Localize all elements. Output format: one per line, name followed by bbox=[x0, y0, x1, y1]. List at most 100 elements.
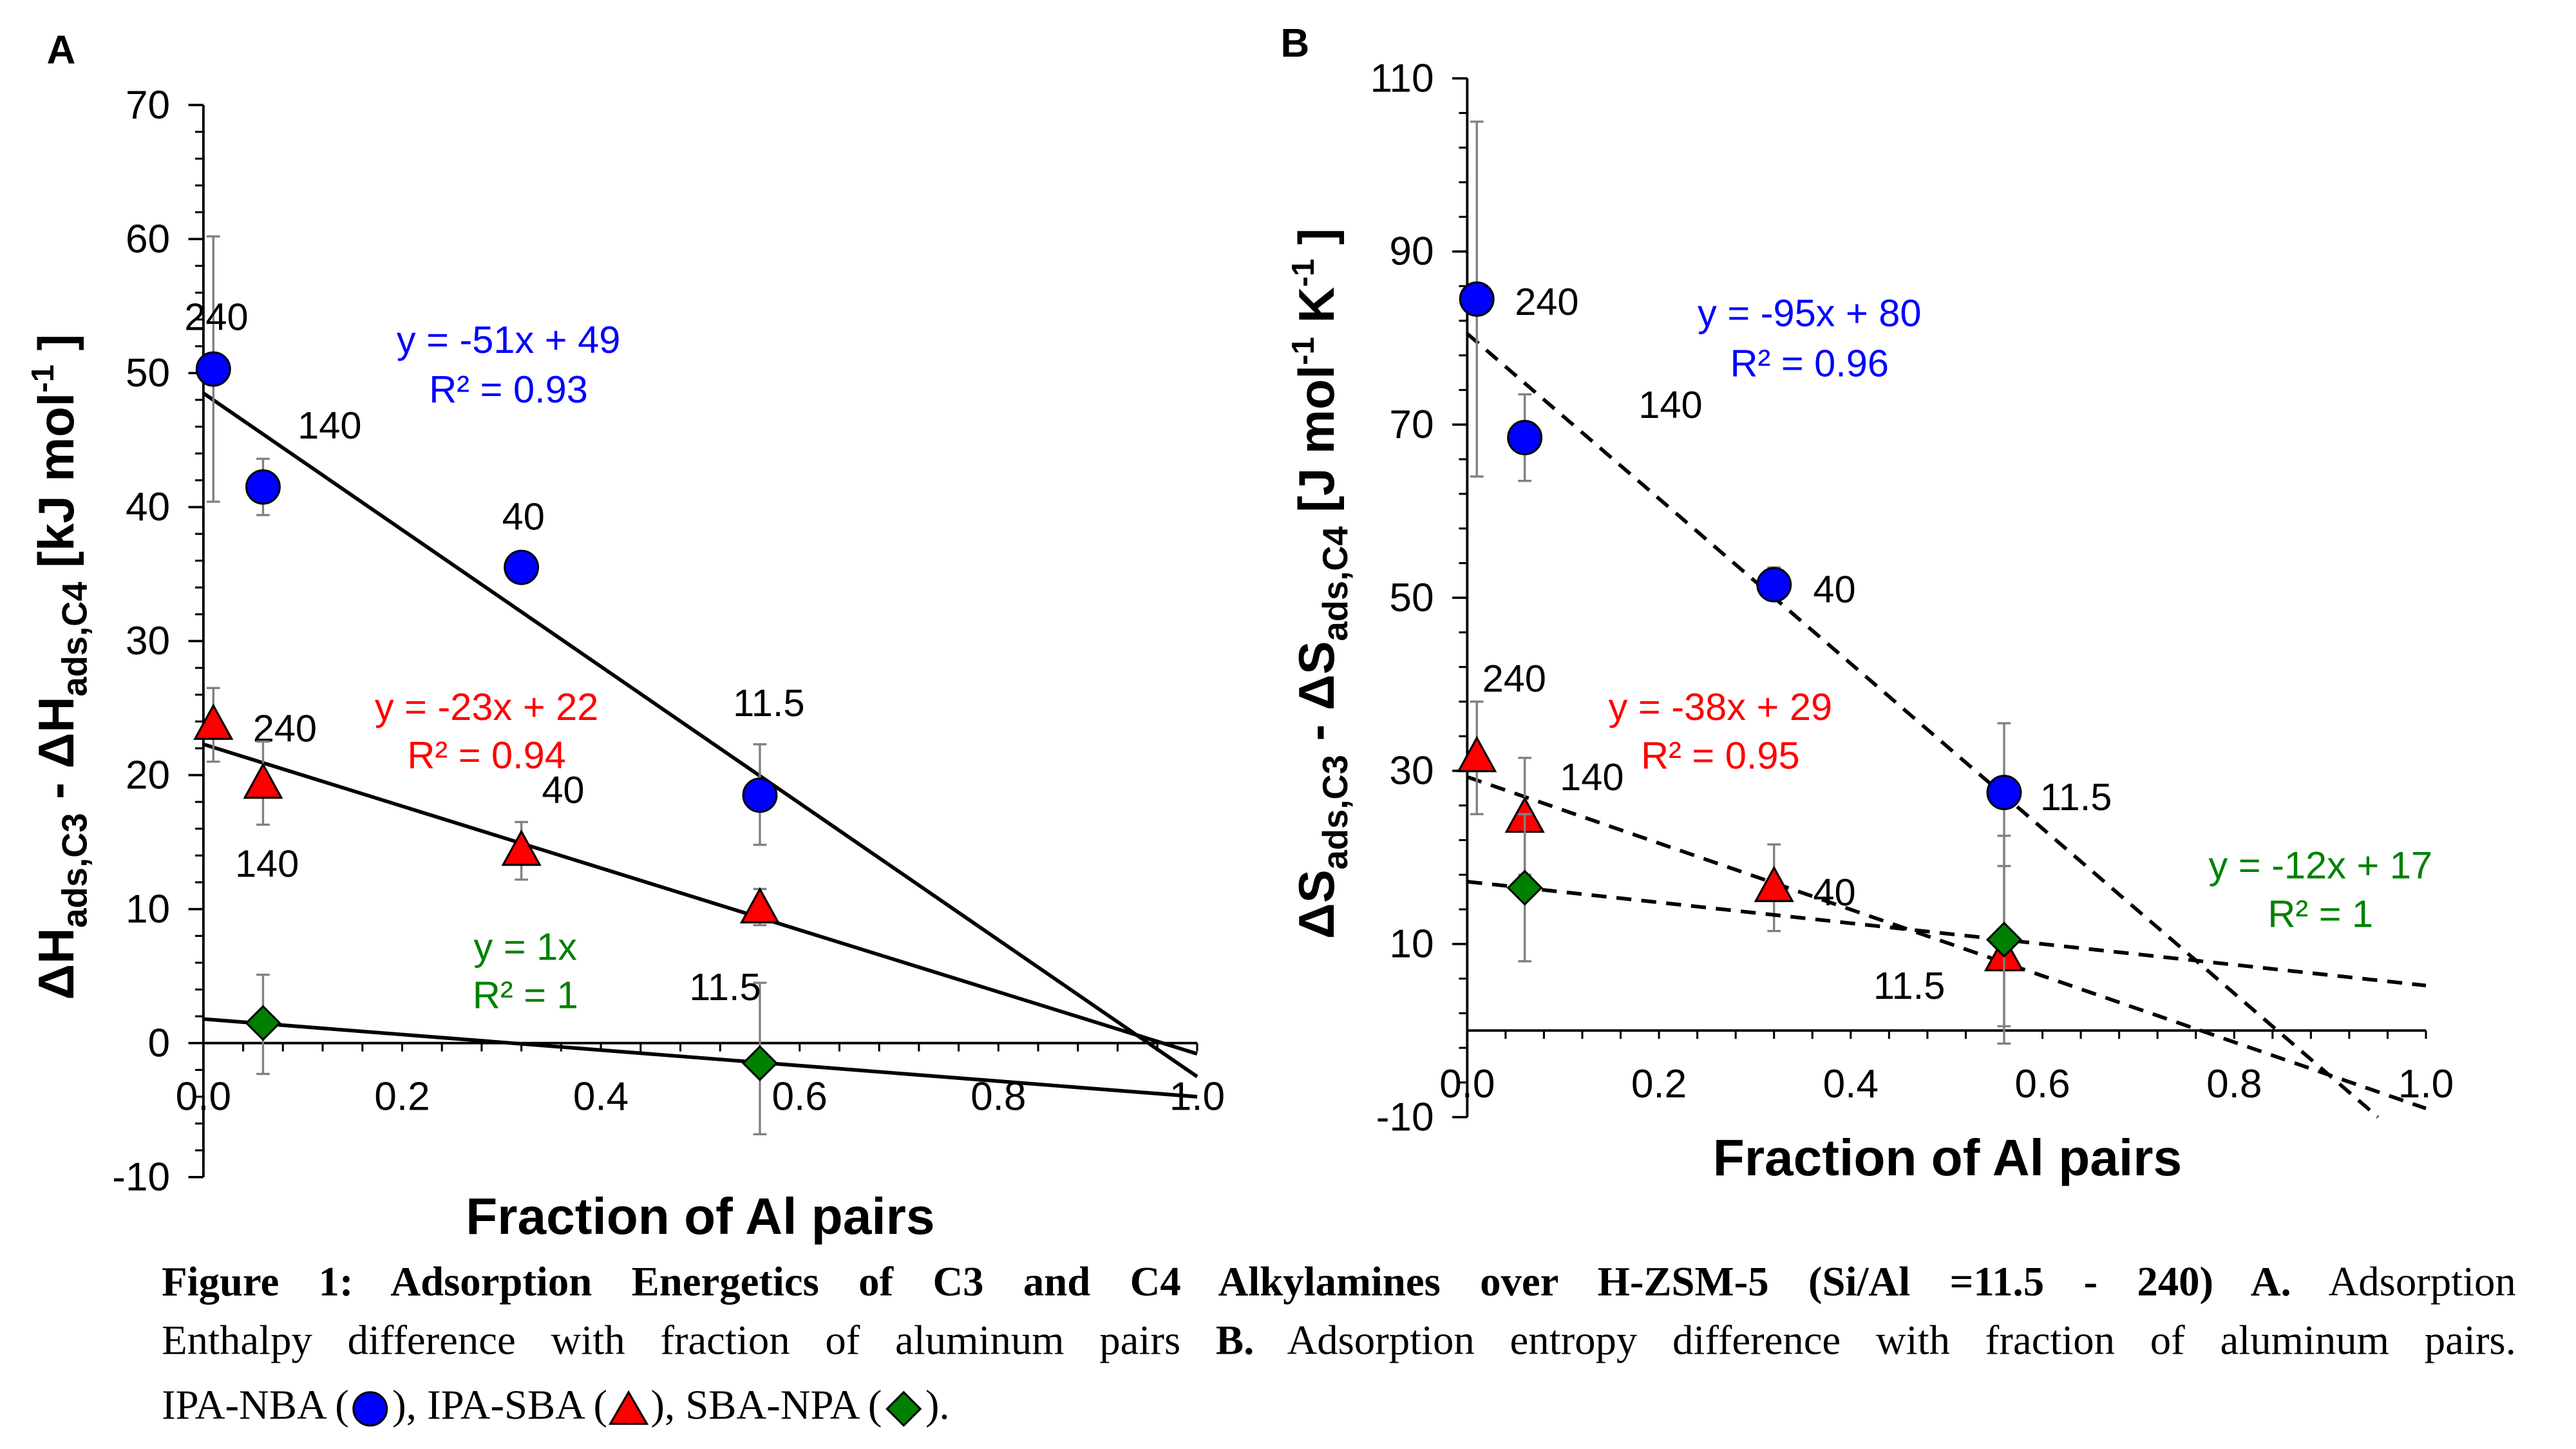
caption-text: IPA-NBA ( bbox=[162, 1383, 349, 1429]
trendline bbox=[203, 742, 1198, 1056]
point-label: 40 bbox=[502, 495, 545, 538]
y-axis-title-part: ] bbox=[29, 334, 84, 365]
trendline-r-squared: R² = 1 bbox=[473, 974, 578, 1017]
trendline-r-squared: R² = 1 bbox=[2268, 892, 2373, 935]
trendline-r-squared: R² = 0.95 bbox=[1641, 734, 1800, 777]
red-triangle-legend-icon bbox=[609, 1390, 649, 1426]
point-label: 140 bbox=[235, 842, 299, 886]
trendline bbox=[1466, 332, 2380, 1119]
y-axis-title-part: -1 bbox=[25, 365, 61, 393]
trendline-r-squared: R² = 0.93 bbox=[429, 368, 588, 411]
data-point-circle bbox=[1459, 281, 1495, 317]
caption-title: Figure 1: Adsorption Energetics of C3 an… bbox=[162, 1260, 2291, 1306]
data-point-circle bbox=[195, 351, 231, 387]
data-point-triangle bbox=[501, 829, 542, 866]
panel-label: B bbox=[1280, 21, 1309, 66]
x-axis-title: Fraction of Al pairs bbox=[1713, 1129, 2182, 1187]
data-point-triangle bbox=[1754, 866, 1794, 902]
point-label: 240 bbox=[1515, 280, 1578, 323]
y-axis-title-part: ads,C4 bbox=[1316, 526, 1355, 641]
caption-line-3: IPA-NBA (), IPA-SBA (), SBA-NPA (). bbox=[162, 1384, 2516, 1430]
data-point-diamond bbox=[1506, 869, 1543, 906]
data-point-triangle bbox=[1457, 735, 1497, 773]
panel-label: A bbox=[46, 28, 75, 72]
y-axis-title-part: ads,C3 bbox=[55, 813, 95, 927]
y-axis-title-part: [J mol bbox=[1289, 365, 1345, 526]
x-tick-label: 0.2 bbox=[374, 1074, 430, 1119]
trendline bbox=[1467, 880, 2427, 988]
point-label: 240 bbox=[1482, 657, 1546, 700]
trendline-equation: y = 1x bbox=[474, 925, 578, 969]
x-tick-label: 0.6 bbox=[2014, 1062, 2070, 1106]
caption-text: Adsorption bbox=[2291, 1260, 2516, 1306]
trendline-equation: y = -38x + 29 bbox=[1609, 685, 1832, 728]
caption-text: ), IPA-SBA ( bbox=[392, 1383, 608, 1429]
y-tick-label: 50 bbox=[1389, 576, 1434, 620]
data-point-circle bbox=[1756, 567, 1792, 603]
point-label: 40 bbox=[1813, 567, 1855, 611]
y-tick-label: 90 bbox=[1389, 229, 1434, 274]
point-label: 140 bbox=[1560, 755, 1624, 799]
y-axis-title-part: ads,C4 bbox=[55, 582, 95, 696]
data-point-diamond bbox=[1985, 921, 2023, 958]
point-label: 40 bbox=[1813, 871, 1855, 914]
y-axis-title-part: - ΔH bbox=[29, 697, 84, 813]
data-point-circle bbox=[245, 469, 281, 505]
figure-charts: A -10 0 10 20 30 40 50 60 70 0.0 0.2 0.4 0.6 0.8 1.0 Fra… bbox=[25, 21, 2454, 1245]
x-tick-label: 0.4 bbox=[573, 1074, 629, 1119]
x-tick-label: 0.8 bbox=[2206, 1062, 2262, 1106]
data-point-circle bbox=[742, 777, 778, 813]
y-axis-title-part: ] bbox=[1289, 228, 1345, 258]
point-label: 40 bbox=[542, 768, 584, 811]
y-tick-label: 10 bbox=[126, 887, 170, 931]
y-tick-label: 60 bbox=[126, 217, 170, 261]
y-tick-label: -10 bbox=[1376, 1095, 1434, 1139]
y-tick-label: 30 bbox=[126, 619, 170, 663]
trendline bbox=[203, 1017, 1198, 1099]
series-sba-npa: 11.5 y = 1x R² = 1 bbox=[203, 925, 1198, 1135]
y-tick-label: 40 bbox=[126, 485, 170, 529]
trendline bbox=[202, 392, 1198, 1079]
green-diamond-legend-icon bbox=[886, 1391, 922, 1428]
point-label: 11.5 bbox=[689, 965, 761, 1009]
y-tick-label: 50 bbox=[126, 351, 170, 395]
point-label: 140 bbox=[1638, 383, 1702, 426]
chart-panel-b: B -10 10 30 50 70 90 110 0.0 0.2 0.4 0.6 0.8 1.0 Fract… bbox=[1280, 21, 2454, 1187]
y-axis-title-part: -1 bbox=[1285, 337, 1321, 365]
y-tick-label: 10 bbox=[1389, 922, 1434, 967]
trendline bbox=[1466, 775, 2427, 1110]
y-tick-label: 70 bbox=[1389, 402, 1434, 447]
blue-circle-legend-icon bbox=[353, 1391, 388, 1427]
y-axis-title-part: ΔH bbox=[29, 928, 84, 1000]
data-point-circle bbox=[1986, 775, 2022, 811]
data-point-triangle bbox=[739, 887, 781, 923]
point-label: 240 bbox=[184, 296, 248, 339]
point-label: 11.5 bbox=[733, 681, 804, 724]
y-tick-label: 110 bbox=[1370, 56, 1434, 100]
point-label: 140 bbox=[298, 404, 361, 447]
point-label: 11.5 bbox=[1873, 964, 1945, 1007]
series-ipa-nba: 240 140 40 11.5 y = -51x + 49 R² = 0.93 bbox=[184, 235, 1198, 1079]
caption-line-1: Figure 1: Adsorption Energetics of C3 an… bbox=[162, 1260, 2516, 1307]
data-point-circle bbox=[504, 549, 540, 585]
caption-panel-b-label: B. bbox=[1215, 1318, 1255, 1364]
y-tick-label: 30 bbox=[1389, 749, 1434, 793]
trendline-r-squared: R² = 0.96 bbox=[1730, 342, 1889, 385]
y-axis-title-part: [kJ mol bbox=[29, 393, 84, 582]
y-axis-title-part: ads,C3 bbox=[1316, 755, 1355, 869]
caption-text: Enthalpy difference with fraction of alu… bbox=[162, 1318, 1216, 1364]
x-tick-label: 0.0 bbox=[1439, 1062, 1495, 1106]
trendline-equation: y = -12x + 17 bbox=[2208, 844, 2432, 887]
x-tick-label: 0.6 bbox=[772, 1074, 827, 1119]
caption-text: ), SBA-NPA ( bbox=[650, 1383, 882, 1429]
caption-text: Adsorption entropy difference with fract… bbox=[1254, 1318, 2516, 1364]
y-axis-title-part: ΔS bbox=[1289, 869, 1345, 939]
y-tick-label: 20 bbox=[126, 753, 170, 797]
x-tick-label: 0.2 bbox=[1631, 1062, 1687, 1106]
y-axis-title: ΔSads,C3 - ΔSads,C4 [J mol-1 K-1 ] bbox=[1285, 228, 1355, 939]
x-tick-label: 1.0 bbox=[2398, 1062, 2454, 1106]
trendline-equation: y = -51x + 49 bbox=[397, 318, 620, 361]
